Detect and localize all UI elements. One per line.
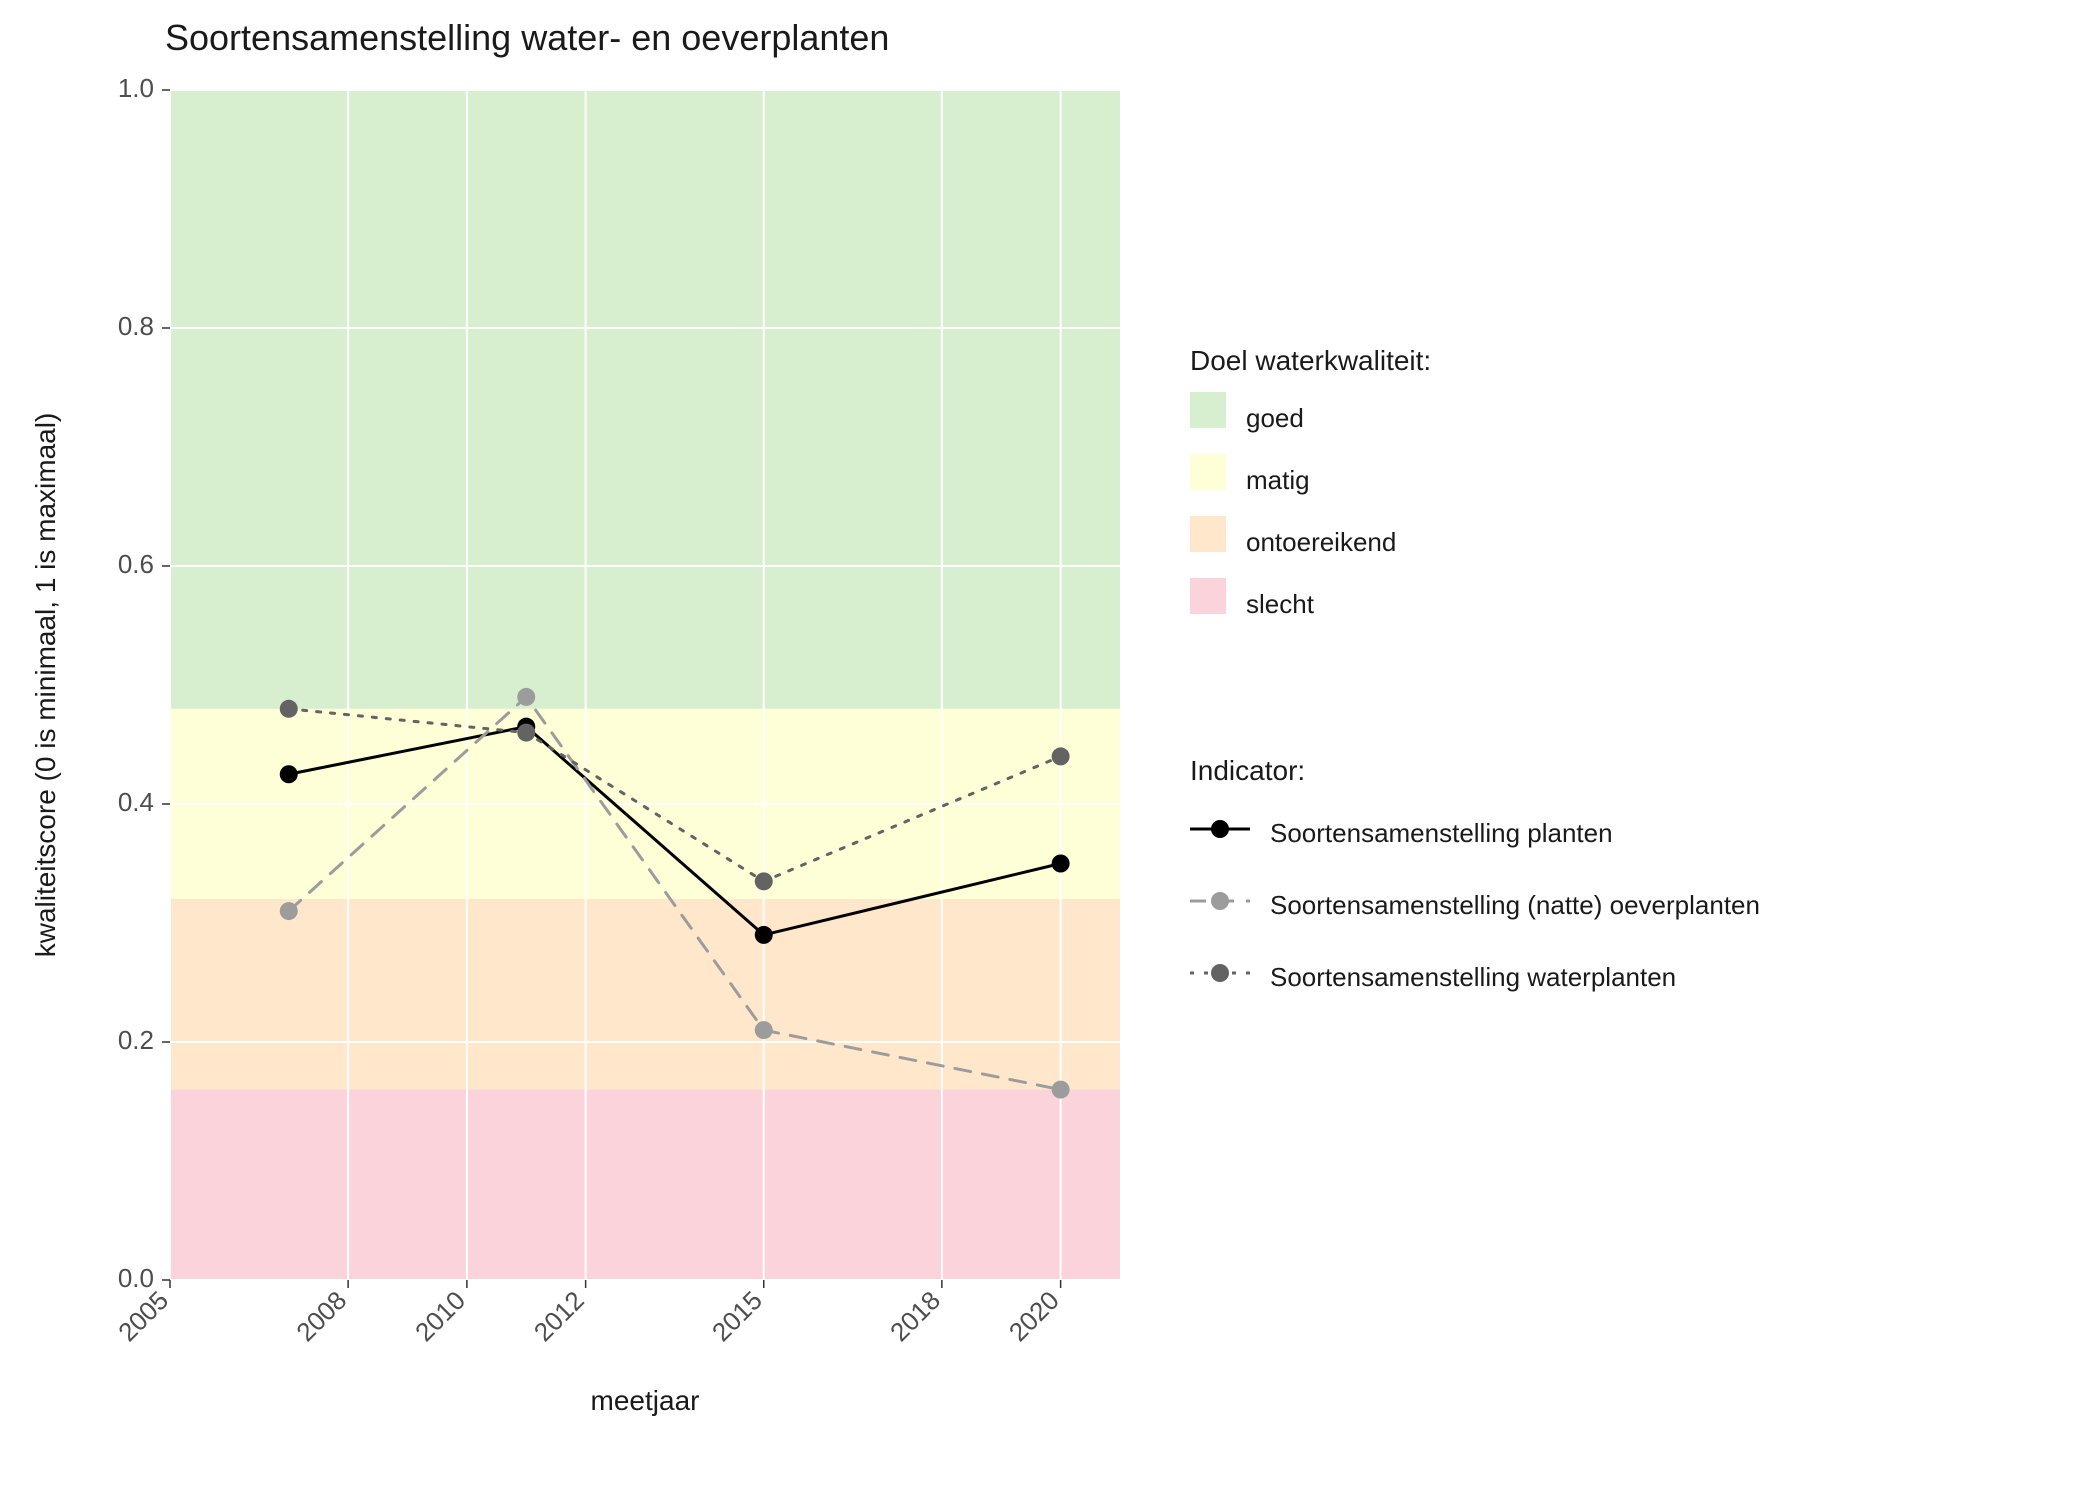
x-axis-label: meetjaar (591, 1385, 700, 1416)
series-point (1052, 855, 1070, 873)
legend-band-label: goed (1246, 403, 1304, 433)
chart-root: 0.00.20.40.60.81.02005200820102012201520… (0, 0, 2100, 1500)
series-point (755, 1021, 773, 1039)
series-point (517, 688, 535, 706)
legend-series-point (1211, 964, 1229, 982)
series-point (280, 700, 298, 718)
series-point (755, 872, 773, 890)
legend-bands-title: Doel waterkwaliteit: (1190, 345, 1431, 376)
quality-band (170, 1090, 1120, 1280)
legend-swatch (1190, 578, 1226, 614)
legend-series-label: Soortensamenstelling planten (1270, 818, 1613, 848)
quality-band (170, 90, 1120, 709)
legend-swatch (1190, 516, 1226, 552)
series-point (1052, 1081, 1070, 1099)
legend-series-point (1211, 892, 1229, 910)
ytick-label: 0.8 (118, 311, 154, 341)
series-point (280, 902, 298, 920)
legend-band-label: matig (1246, 465, 1310, 495)
legend-series-label: Soortensamenstelling (natte) oeverplante… (1270, 890, 1760, 920)
legend-indicator-title: Indicator: (1190, 755, 1305, 786)
chart-title: Soortensamenstelling water- en oeverplan… (165, 17, 889, 58)
series-point (517, 724, 535, 742)
ytick-label: 1.0 (118, 73, 154, 103)
legend-swatch (1190, 392, 1226, 428)
series-point (280, 765, 298, 783)
series-point (1052, 747, 1070, 765)
y-axis-label: kwaliteitscore (0 is minimaal, 1 is maxi… (30, 413, 61, 958)
chart-svg: 0.00.20.40.60.81.02005200820102012201520… (0, 0, 2100, 1500)
legend-band-label: slecht (1246, 589, 1315, 619)
ytick-label: 0.2 (118, 1025, 154, 1055)
ytick-label: 0.4 (118, 787, 154, 817)
quality-band (170, 899, 1120, 1089)
ytick-label: 0.6 (118, 549, 154, 579)
legend-series-label: Soortensamenstelling waterplanten (1270, 962, 1676, 992)
legend-band-label: ontoereikend (1246, 527, 1396, 557)
legend-series-point (1211, 820, 1229, 838)
series-point (755, 926, 773, 944)
legend-swatch (1190, 454, 1226, 490)
